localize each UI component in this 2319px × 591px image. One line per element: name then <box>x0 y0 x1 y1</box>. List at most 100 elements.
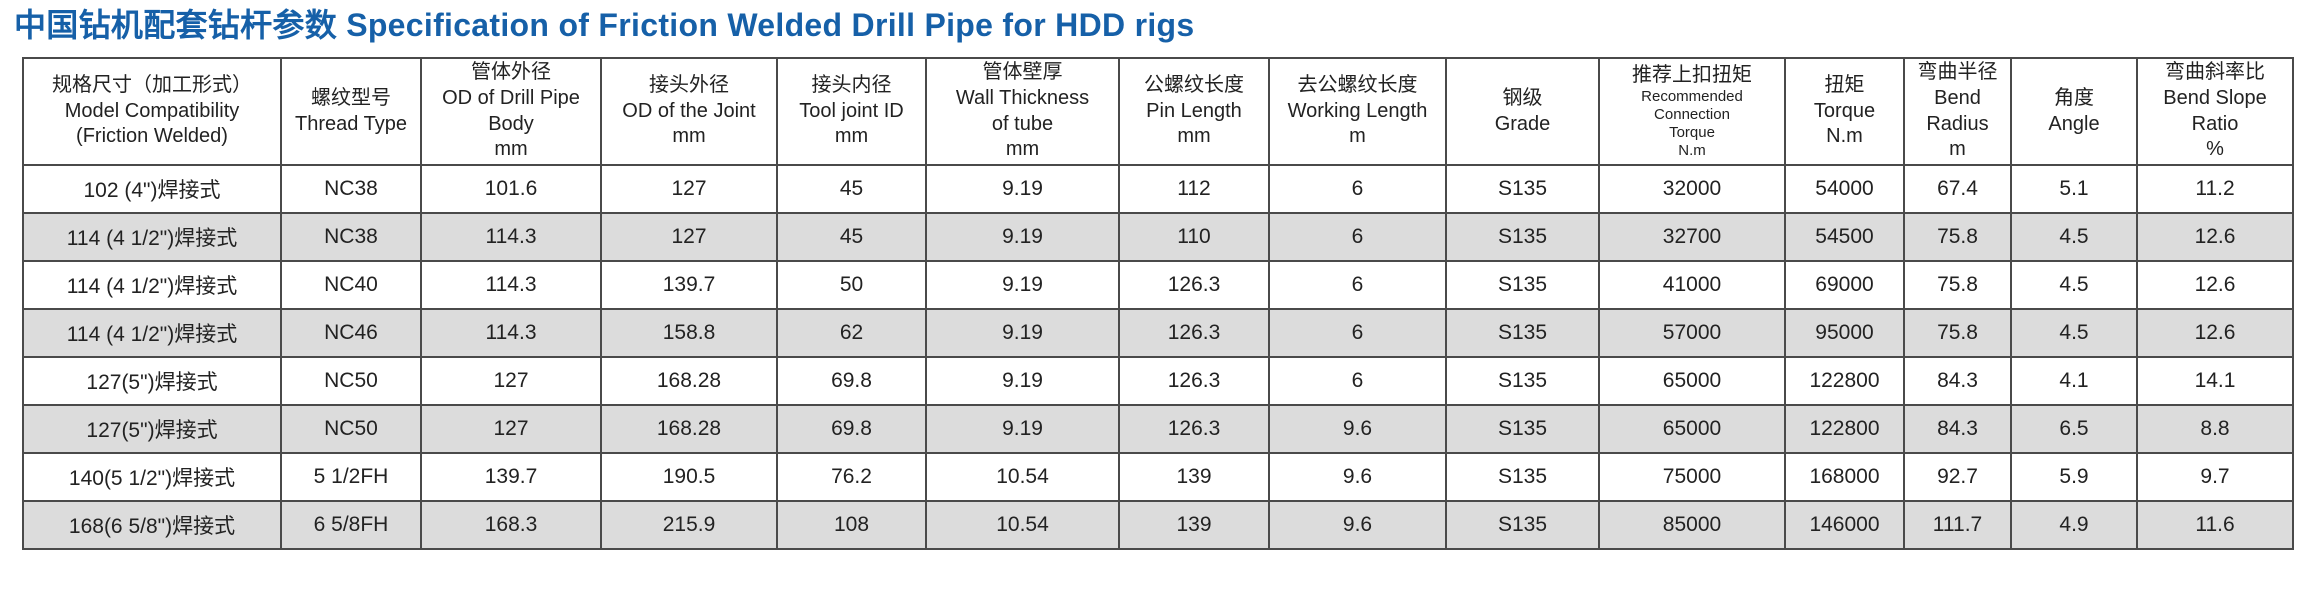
cell-od-drill-pipe-body: 114.3 <box>420 212 602 262</box>
cell-od-of-the-joint: 215.9 <box>600 500 778 550</box>
cell-bend-slope-ratio: 8.8 <box>2136 404 2294 454</box>
column-header-line: mm <box>1005 138 1040 161</box>
column-header-line: Thread Type <box>295 112 407 135</box>
cell-working-length: 6 <box>1268 260 1447 310</box>
cell-angle: 4.1 <box>2010 356 2138 406</box>
cell-grade: S135 <box>1445 260 1600 310</box>
drill-pipe-spec-table: 规格尺寸（加工形式） Model Compatibility (Friction W… <box>22 57 2294 550</box>
cell-tool-joint-id: 50 <box>776 260 927 310</box>
table-row: 127(5")焊接式 NC50 127 168.28 69.8 9.19 126.3 6 S13… <box>22 356 2294 406</box>
cell-working-length: 9.6 <box>1268 500 1447 550</box>
cell-wall-thickness: 9.19 <box>925 260 1120 310</box>
column-header-line: 弯曲半径 <box>1917 61 1998 84</box>
column-header-line: OD of Drill Pipe Body <box>442 86 580 135</box>
cell-bend-slope-ratio: 12.6 <box>2136 212 2294 262</box>
cell-torque: 69000 <box>1784 260 1905 310</box>
column-header-model-compatibility: 规格尺寸（加工形式） Model Compatibility (Friction W… <box>22 57 282 166</box>
column-header-line: % <box>2206 138 2224 161</box>
cell-tool-joint-id: 76.2 <box>776 452 927 502</box>
cell-recommended-connection-torque: 75000 <box>1598 452 1786 502</box>
cell-bend-slope-ratio: 11.6 <box>2136 500 2294 550</box>
cell-model-compatibility: 127(5")焊接式 <box>22 404 282 454</box>
column-header-line: Torque <box>1813 99 1876 122</box>
cell-angle: 4.5 <box>2010 212 2138 262</box>
cell-od-drill-pipe-body: 114.3 <box>420 308 602 358</box>
column-header-line: 钢级 <box>1502 86 1543 109</box>
cell-od-of-the-joint: 158.8 <box>600 308 778 358</box>
cell-bend-slope-ratio: 9.7 <box>2136 452 2294 502</box>
column-header-grade: 钢级 Grade <box>1445 57 1600 166</box>
column-header-line: Angle <box>2048 112 2100 135</box>
cell-model-compatibility: 102 (4")焊接式 <box>22 164 282 214</box>
cell-recommended-connection-torque: 85000 <box>1598 500 1786 550</box>
cell-tool-joint-id: 62 <box>776 308 927 358</box>
cell-od-drill-pipe-body: 139.7 <box>420 452 602 502</box>
cell-model-compatibility: 114 (4 1/2")焊接式 <box>22 212 282 262</box>
cell-od-of-the-joint: 168.28 <box>600 404 778 454</box>
cell-pin-length: 126.3 <box>1118 404 1270 454</box>
column-header-line: Bend Radius <box>1926 86 1989 135</box>
column-header-line: Bend Slope Ratio <box>2163 86 2267 135</box>
column-header-line: of tube <box>991 112 1054 135</box>
cell-thread-type: NC50 <box>280 404 422 454</box>
cell-working-length: 9.6 <box>1268 452 1447 502</box>
cell-wall-thickness: 10.54 <box>925 500 1120 550</box>
cell-angle: 4.5 <box>2010 260 2138 310</box>
table-row: 102 (4")焊接式 NC38 101.6 127 45 9.19 112 6 S135 320… <box>22 164 2294 214</box>
cell-recommended-connection-torque: 65000 <box>1598 356 1786 406</box>
column-header-line: Model Compatibility <box>64 99 240 122</box>
cell-working-length: 6 <box>1268 212 1447 262</box>
column-header-line: 公螺纹长度 <box>1144 74 1244 97</box>
column-header-line: Tool joint ID <box>799 99 904 122</box>
column-header-line: Wall Thickness <box>955 86 1090 109</box>
column-header-line: Torque <box>1669 124 1715 142</box>
cell-angle: 4.9 <box>2010 500 2138 550</box>
cell-bend-radius: 75.8 <box>1903 212 2012 262</box>
cell-od-of-the-joint: 127 <box>600 164 778 214</box>
cell-working-length: 6 <box>1268 308 1447 358</box>
column-header-line: 角度 <box>2054 86 2094 109</box>
cell-bend-radius: 84.3 <box>1903 356 2012 406</box>
column-header-line: 管体壁厚 <box>982 61 1063 84</box>
cell-model-compatibility: 127(5")焊接式 <box>22 356 282 406</box>
cell-pin-length: 139 <box>1118 452 1270 502</box>
column-header-working-length: 去公螺纹长度 Working Length m <box>1268 57 1447 166</box>
table-body: 102 (4")焊接式 NC38 101.6 127 45 9.19 112 6 S135 320… <box>22 164 2294 550</box>
column-header-line: 接头内径 <box>811 74 892 97</box>
column-header-line: Working Length <box>1287 99 1428 122</box>
cell-wall-thickness: 9.19 <box>925 212 1120 262</box>
cell-od-of-the-joint: 127 <box>600 212 778 262</box>
cell-recommended-connection-torque: 32700 <box>1598 212 1786 262</box>
cell-bend-slope-ratio: 11.2 <box>2136 164 2294 214</box>
column-header-line: Recommended Connection <box>1641 88 1743 124</box>
cell-grade: S135 <box>1445 404 1600 454</box>
cell-bend-radius: 84.3 <box>1903 404 2012 454</box>
column-header-bend-slope-ratio: 弯曲斜率比 Bend Slope Ratio% <box>2136 57 2294 166</box>
table-row: 168(6 5/8")焊接式 6 5/8FH 168.3 215.9 108 10.54 1… <box>22 500 2294 550</box>
cell-od-of-the-joint: 168.28 <box>600 356 778 406</box>
table-row: 114 (4 1/2")焊接式 NC38 114.3 127 45 9.19 110 6 S13… <box>22 212 2294 262</box>
cell-pin-length: 110 <box>1118 212 1270 262</box>
column-header-line: mm <box>1177 125 1211 148</box>
cell-bend-radius: 92.7 <box>1903 452 2012 502</box>
cell-od-drill-pipe-body: 127 <box>420 356 602 406</box>
cell-pin-length: 112 <box>1118 164 1270 214</box>
column-header-line: N.m <box>1678 142 1706 160</box>
column-header-pin-length: 公螺纹长度 Pin Length mm <box>1118 57 1270 166</box>
cell-thread-type: NC40 <box>280 260 422 310</box>
cell-wall-thickness: 9.19 <box>925 308 1120 358</box>
column-header-line: 扭矩 <box>1824 74 1865 97</box>
column-header-line: Pin Length <box>1146 99 1242 122</box>
cell-thread-type: NC38 <box>280 212 422 262</box>
column-header-line: N.m <box>1826 125 1863 148</box>
cell-angle: 5.1 <box>2010 164 2138 214</box>
cell-thread-type: NC38 <box>280 164 422 214</box>
cell-pin-length: 139 <box>1118 500 1270 550</box>
column-header-od-of-the-joint: 接头外径 OD of the Joint mm <box>600 57 778 166</box>
cell-tool-joint-id: 45 <box>776 212 927 262</box>
cell-angle: 5.9 <box>2010 452 2138 502</box>
cell-working-length: 6 <box>1268 356 1447 406</box>
cell-od-drill-pipe-body: 127 <box>420 404 602 454</box>
cell-model-compatibility: 114 (4 1/2")焊接式 <box>22 308 282 358</box>
cell-grade: S135 <box>1445 212 1600 262</box>
